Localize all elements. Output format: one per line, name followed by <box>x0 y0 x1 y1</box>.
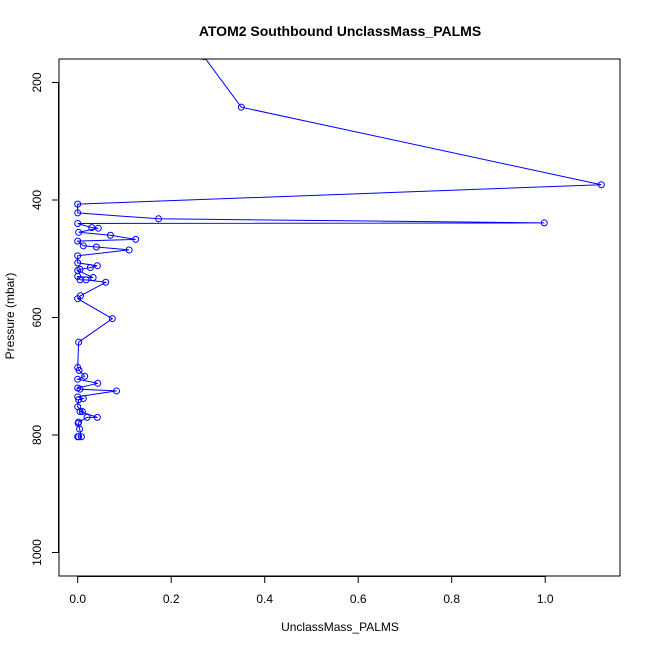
data-point <box>74 237 82 245</box>
data-point <box>86 264 94 272</box>
data-point <box>108 315 116 323</box>
y-axis-label: Pressure (mbar) <box>3 273 17 360</box>
data-point <box>74 363 82 371</box>
series-layer <box>74 59 605 441</box>
data-point <box>93 262 101 270</box>
data-point <box>74 259 82 267</box>
data-point <box>76 265 84 273</box>
series-line <box>75 59 602 438</box>
chart-title: ATOM2 Southbound UnclassMass_PALMS <box>199 23 481 39</box>
data-point <box>93 413 101 421</box>
data-point <box>201 59 207 61</box>
y-axis: 200 400 600 800 1000 <box>30 72 59 566</box>
y-tick-label: 1000 <box>30 539 44 566</box>
data-point <box>75 418 83 426</box>
data-point <box>106 231 114 239</box>
data-point <box>83 413 91 421</box>
x-axis: 0.0 0.2 0.4 0.6 0.8 1.0 <box>69 576 554 606</box>
y-tick-label: 600 <box>30 307 44 327</box>
data-point <box>77 292 85 300</box>
data-point <box>92 243 100 251</box>
y-tick-label: 400 <box>30 190 44 210</box>
data-point <box>78 408 86 415</box>
data-point <box>94 224 102 232</box>
x-tick-label: 0.2 <box>163 592 180 606</box>
data-point <box>75 228 83 236</box>
data-point <box>74 403 82 411</box>
plot-frame <box>58 58 621 577</box>
data-point <box>88 224 96 232</box>
data-point <box>76 276 84 284</box>
x-tick-label: 0.0 <box>69 592 86 606</box>
data-point <box>79 242 87 250</box>
x-axis-label: UnclassMass_PALMS <box>281 620 399 634</box>
data-point <box>125 246 133 254</box>
y-tick-label: 200 <box>30 72 44 92</box>
x-tick-label: 1.0 <box>537 592 554 606</box>
x-tick-label: 0.8 <box>443 592 460 606</box>
data-point <box>81 372 89 380</box>
x-tick-label: 0.4 <box>256 592 273 606</box>
data-point <box>94 379 102 387</box>
data-point <box>75 338 83 346</box>
data-point <box>89 274 97 282</box>
data-point <box>74 200 82 208</box>
data-point <box>74 209 82 217</box>
data-point <box>102 278 110 286</box>
data-point <box>132 235 140 243</box>
data-point <box>597 181 605 189</box>
data-point <box>74 220 82 227</box>
y-tick-label: 800 <box>30 425 44 445</box>
data-point <box>77 433 85 441</box>
data-point <box>540 219 548 227</box>
data-point <box>74 252 82 260</box>
data-point <box>237 103 245 111</box>
data-point <box>75 396 83 404</box>
data-point <box>74 384 82 392</box>
data-point <box>74 375 82 383</box>
data-point <box>155 215 163 223</box>
x-tick-label: 0.6 <box>350 592 367 606</box>
data-point <box>75 433 83 441</box>
data-point <box>74 393 82 401</box>
data-point <box>113 387 121 395</box>
